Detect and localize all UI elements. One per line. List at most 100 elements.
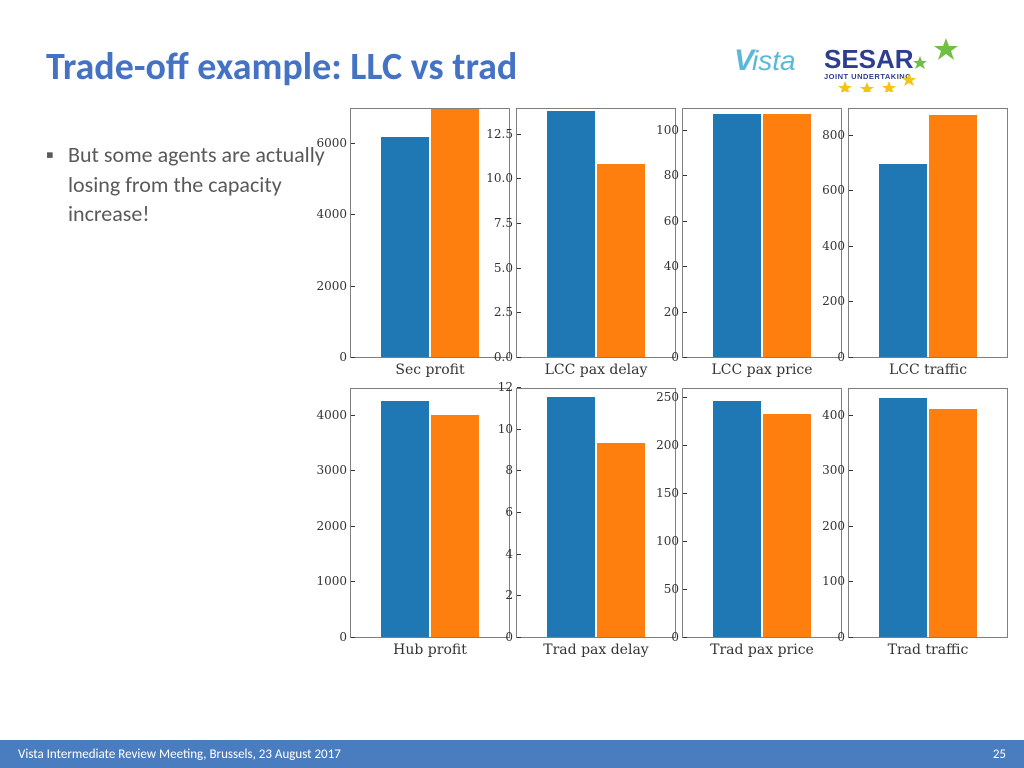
bar-series-1 <box>381 137 429 357</box>
slide-title: Trade-off example: LLC vs trad <box>46 44 517 90</box>
y-tick-label: 3000 <box>316 463 351 477</box>
bar-series-2 <box>597 164 645 357</box>
bar-series-2 <box>763 114 811 357</box>
y-tick-label: 600 <box>822 183 849 197</box>
y-tick-label: 200 <box>656 438 683 452</box>
y-tick-label: 0 <box>837 350 849 364</box>
bar-group <box>849 109 1007 357</box>
x-axis-label: Hub profit <box>350 642 510 658</box>
y-tick-label: 0 <box>671 350 683 364</box>
y-tick-label: 4 <box>505 547 517 561</box>
y-tick-label: 0 <box>671 630 683 644</box>
y-tick-label: 7.5 <box>494 216 517 230</box>
bar-series-1 <box>879 164 927 357</box>
bar-series-2 <box>929 115 977 357</box>
y-tick-label: 2000 <box>316 519 351 533</box>
y-tick-label: 100 <box>656 123 683 137</box>
y-tick-label: 12 <box>498 380 517 394</box>
y-tick-label: 100 <box>656 534 683 548</box>
chart-panel: 0200040006000 Sec profit <box>350 108 510 378</box>
plot-area: 024681012 <box>516 388 676 638</box>
y-tick-label: 6000 <box>316 136 351 150</box>
y-tick-label: 0 <box>339 350 351 364</box>
y-tick-label: 400 <box>822 239 849 253</box>
y-tick-label: 800 <box>822 128 849 142</box>
y-tick-label: 40 <box>664 259 683 273</box>
y-tick-label: 12.5 <box>486 127 517 141</box>
y-tick-label: 10.0 <box>486 171 517 185</box>
y-tick-label: 4000 <box>316 207 351 221</box>
chart-row: 01000200030004000 Hub profit 024681012 Trad… <box>350 388 1004 658</box>
y-tick-label: 0 <box>837 630 849 644</box>
y-tick-label: 150 <box>656 486 683 500</box>
chart-panel: 024681012 Trad pax delay <box>516 388 676 658</box>
y-tick-label: 0 <box>339 630 351 644</box>
chart-panel: 01000200030004000 Hub profit <box>350 388 510 658</box>
y-tick-label: 50 <box>664 582 683 596</box>
charts-grid: 0200040006000Sec profit0.02.55.07.510.01… <box>350 108 1004 668</box>
plot-area: 0200040006000 <box>350 108 510 358</box>
bar-series-2 <box>431 109 479 357</box>
y-tick-label: 8 <box>505 463 517 477</box>
y-tick-label: 300 <box>822 463 849 477</box>
y-tick-label: 80 <box>664 168 683 182</box>
plot-area: 0200400600800 <box>848 108 1008 358</box>
y-tick-label: 2000 <box>316 279 351 293</box>
y-tick-label: 2 <box>505 588 517 602</box>
bar-series-1 <box>547 397 595 637</box>
y-tick-label: 6 <box>505 505 517 519</box>
chart-panel: 0.02.55.07.510.012.5 LCC pax delay <box>516 108 676 378</box>
y-tick-label: 2.5 <box>494 305 517 319</box>
plot-area: 020406080100 <box>682 108 842 358</box>
page-number: 25 <box>993 747 1006 762</box>
bar-series-1 <box>381 401 429 637</box>
y-tick-label: 10 <box>498 422 517 436</box>
y-tick-label: 400 <box>822 408 849 422</box>
plot-area: 01000200030004000 <box>350 388 510 638</box>
x-axis-label: Sec profit <box>350 362 510 378</box>
footer-text: Vista Intermediate Review Meeting, Bruss… <box>18 747 341 762</box>
bullet-marker: ▪ <box>46 140 68 229</box>
y-tick-label: 200 <box>822 519 849 533</box>
x-axis-label: LCC traffic <box>848 362 1008 378</box>
vista-logo-text2: ista <box>752 45 796 76</box>
bar-group <box>683 109 841 357</box>
y-tick-label: 60 <box>664 214 683 228</box>
logo-block: V ista SESAR JOINT UNDERTAKING <box>734 38 994 88</box>
y-tick-label: 5.0 <box>494 261 517 275</box>
bar-series-1 <box>713 114 761 357</box>
y-tick-label: 1000 <box>316 574 351 588</box>
y-tick-label: 0 <box>505 630 517 644</box>
plot-area: 0100200300400 <box>848 388 1008 638</box>
y-tick-label: 4000 <box>316 408 351 422</box>
bar-group <box>849 389 1007 637</box>
x-axis-label: LCC pax price <box>682 362 842 378</box>
x-axis-label: LCC pax delay <box>516 362 676 378</box>
bar-group <box>683 389 841 637</box>
bar-series-1 <box>879 398 927 637</box>
bar-group <box>351 389 509 637</box>
bar-series-2 <box>929 409 977 637</box>
y-tick-label: 20 <box>664 305 683 319</box>
y-tick-label: 100 <box>822 574 849 588</box>
bullet-text: But some agents are actually losing from… <box>68 140 346 229</box>
chart-panel: 020406080100 LCC pax price <box>682 108 842 378</box>
sesar-logo-text: SESAR <box>824 44 914 74</box>
sesar-logo-sub: JOINT UNDERTAKING <box>824 72 912 81</box>
x-axis-label: Trad pax delay <box>516 642 676 658</box>
bullet-block: ▪ But some agents are actually losing fr… <box>46 140 346 229</box>
plot-area: 050100150200250 <box>682 388 842 638</box>
y-tick-label: 0.0 <box>494 350 517 364</box>
bar-series-2 <box>597 443 645 637</box>
y-tick-label: 200 <box>822 294 849 308</box>
y-tick-label: 250 <box>656 390 683 404</box>
plot-area: 0.02.55.07.510.012.5 <box>516 108 676 358</box>
slide: Trade-off example: LLC vs trad V ista SE… <box>0 0 1024 768</box>
x-axis-label: Trad traffic <box>848 642 1008 658</box>
bar-group <box>517 389 675 637</box>
chart-panel: 0100200300400 Trad traffic <box>848 388 1008 658</box>
bar-series-1 <box>547 111 595 357</box>
chart-row: 0200040006000Sec profit0.02.55.07.510.01… <box>350 108 1004 378</box>
bar-group <box>351 109 509 357</box>
footer-bar: Vista Intermediate Review Meeting, Bruss… <box>0 740 1024 768</box>
